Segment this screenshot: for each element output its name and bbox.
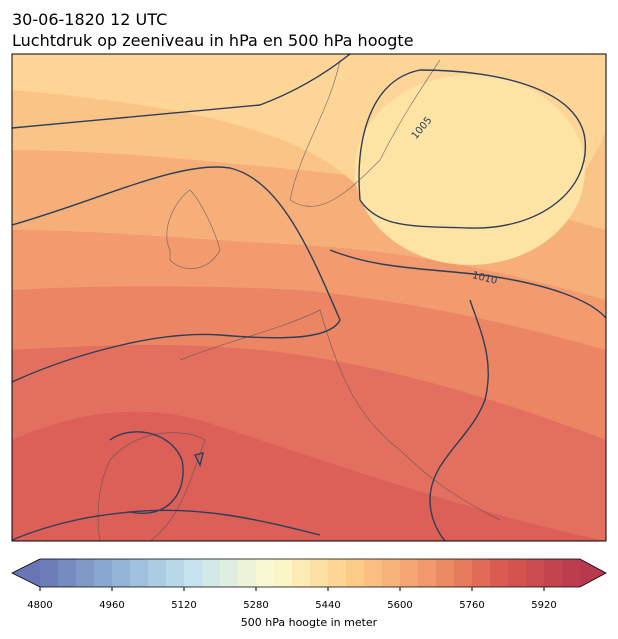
colorbar-cell	[40, 559, 59, 587]
isobar	[193, 452, 204, 468]
colorbar-cell	[292, 559, 311, 587]
coastline	[97, 432, 206, 541]
colorbar-cell	[508, 559, 527, 587]
colorbar-frame	[11, 558, 607, 588]
colorbar-cell	[526, 559, 545, 587]
colorbar-cell	[130, 559, 149, 587]
colorbar-cell	[562, 559, 581, 587]
colorbar-tick-label: 5920	[531, 600, 556, 611]
colorbar-cell	[148, 559, 167, 587]
colorbar-cell	[490, 559, 509, 587]
colorbar-cell	[544, 559, 563, 587]
colorbar-cell	[436, 559, 455, 587]
colorbar-cell	[58, 559, 77, 587]
colorbar-tick-label: 4800	[27, 600, 52, 611]
colorbar-cell	[274, 559, 293, 587]
isobar	[329, 249, 606, 319]
colorbar-cell	[328, 559, 347, 587]
colorbar-cell	[112, 559, 131, 587]
colorbar-cell	[346, 559, 365, 587]
colorbar-label: 500 hPa hoogte in meter	[241, 616, 378, 629]
colorbar-extend	[12, 559, 40, 587]
isobar	[12, 54, 351, 129]
colorbar-tick-label: 5760	[459, 600, 484, 611]
isobar	[12, 166, 341, 383]
coastline	[166, 189, 221, 269]
colorbar-cell	[382, 559, 401, 587]
colorbar-tick-label: 5120	[171, 600, 196, 611]
colorbar-cell	[472, 559, 491, 587]
map-title: Luchtdruk op zeeniveau in hPa en 500 hPa…	[12, 31, 414, 50]
colorbar-cell	[76, 559, 95, 587]
colorbar-cell	[454, 559, 473, 587]
colorbar-cell	[400, 559, 419, 587]
colorbar-cell	[364, 559, 383, 587]
isobar	[358, 69, 586, 229]
colorbar-cell	[238, 559, 257, 587]
colorbar: 4800 4960 5120 5280 5440 5600 5760 5920	[11, 558, 607, 611]
colorbar-tick-label: 4960	[99, 600, 124, 611]
colorbar-extend	[580, 559, 606, 587]
coastline	[179, 309, 501, 521]
colorbar-cell	[256, 559, 275, 587]
date-title: 30-06-1820 12 UTC	[12, 10, 167, 29]
colorbar-cell	[418, 559, 437, 587]
map-frame	[11, 53, 607, 542]
isobar	[429, 299, 489, 541]
colorbar-tick-label: 5440	[315, 600, 340, 611]
colorbar-cell	[310, 559, 329, 587]
colorbar-cell	[94, 559, 113, 587]
isobar	[109, 431, 184, 514]
colorbar-cell	[184, 559, 203, 587]
coastline	[289, 59, 441, 207]
colorbar-cell	[166, 559, 185, 587]
colorbar-tick-label: 5280	[243, 600, 268, 611]
colorbar-cell	[220, 559, 239, 587]
map: 1005 1010	[12, 54, 606, 541]
colorbar-tick-label: 5600	[387, 600, 412, 611]
colorbar-cell	[202, 559, 221, 587]
